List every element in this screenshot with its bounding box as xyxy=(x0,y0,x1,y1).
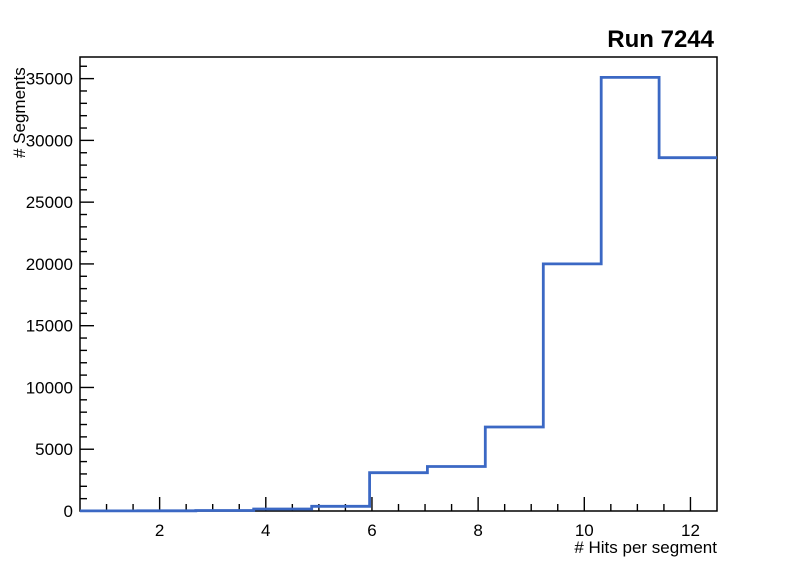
y-tick-label: 30000 xyxy=(26,131,73,150)
y-tick-label: 10000 xyxy=(26,378,73,397)
y-tick-label: 15000 xyxy=(26,317,73,336)
y-axis-title: # Segments xyxy=(10,67,29,158)
x-tick-label: 8 xyxy=(473,521,482,540)
x-axis-title: # Hits per segment xyxy=(574,538,717,557)
x-tick-label: 2 xyxy=(155,521,164,540)
plot-frame xyxy=(79,56,718,512)
y-tick-label: 20000 xyxy=(26,255,73,274)
x-tick-label: 12 xyxy=(681,521,700,540)
histogram-line xyxy=(80,76,717,513)
x-tick-label: 4 xyxy=(261,521,270,540)
x-tick-label: 6 xyxy=(367,521,376,540)
chart-title: Run 7244 xyxy=(607,26,714,53)
x-tick-label: 10 xyxy=(575,521,594,540)
axis-ticks xyxy=(80,65,692,512)
y-tick-label: 35000 xyxy=(26,70,73,89)
y-tick-label: 0 xyxy=(64,502,73,521)
y-tick-label: 5000 xyxy=(35,440,73,459)
axis-tick-labels: 2 4 6 8 10 12 0 5000 10000 15000 20000 25000 30000 35… xyxy=(26,70,700,540)
y-tick-label: 25000 xyxy=(26,193,73,212)
